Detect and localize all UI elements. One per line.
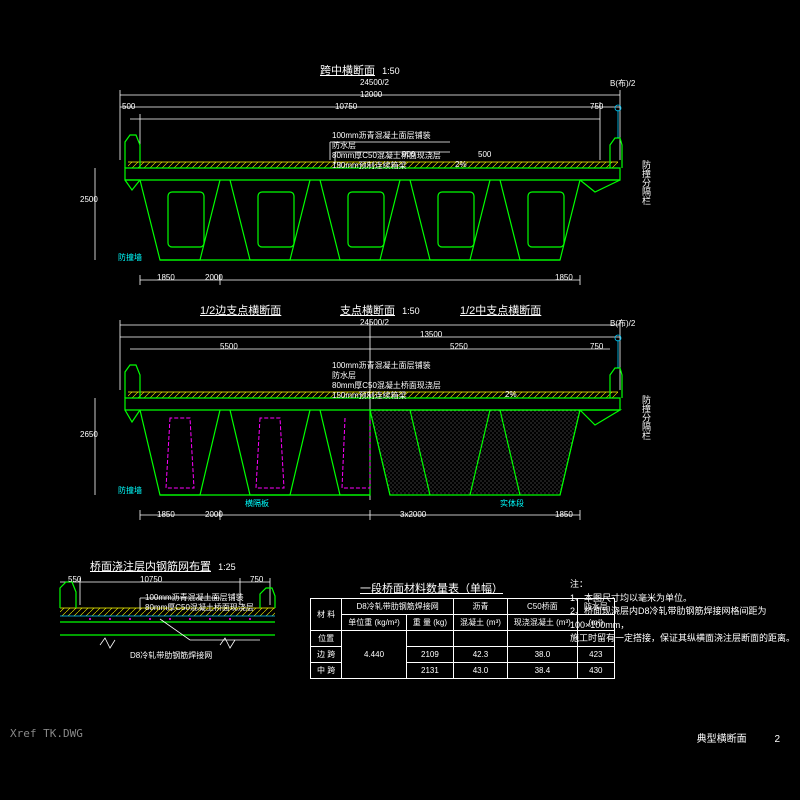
dim-500-a: 500 [122, 102, 135, 111]
notes-1: 1、本图尺寸均以毫米为单位。 [570, 592, 800, 606]
dim-1850-a: 1850 [157, 273, 175, 282]
dim-1850-c: 1850 [157, 510, 175, 519]
title-rebar: 桥面浇注层内钢筋网布置 1:25 [90, 558, 236, 574]
th-c50: C50桥面 [507, 599, 577, 615]
dim-h2650: 2650 [80, 430, 98, 439]
th-weight: 重 量 (kg) [406, 615, 453, 631]
table-header-pos: 位置 4.440 [311, 631, 615, 647]
title-half-side-text: 1/2边支点横断面 [200, 305, 281, 317]
td-r1c6: 423 [577, 647, 614, 663]
rebar-note: D8冷轧带肋钢筋焊接网 [130, 650, 212, 661]
notes-block: 注： 1、本图尺寸均以毫米为单位。 2、桥面现浇层内D8冷轧带肋钢筋焊接网格间距… [570, 578, 800, 646]
scale-25: 1:25 [218, 562, 236, 572]
slope-b: 2% [505, 390, 517, 399]
railing-label-b: 防撞分隔栏 [640, 395, 653, 440]
solid-label: 实体段 [500, 498, 524, 509]
th-pos: 位置 [311, 631, 342, 647]
scale-50-b: 1:50 [402, 306, 420, 316]
scale-50-a: 1:50 [382, 66, 400, 76]
td-r2c1: 中 跨 [311, 663, 342, 679]
diaphragm-label: 横隔板 [245, 498, 269, 509]
title-midspan-text: 跨中横断面 [320, 65, 375, 77]
dim-12000-a: 12000 [360, 90, 382, 99]
td-r2c5: 38.4 [507, 663, 577, 679]
barrier-label-a: 防撞墙 [118, 252, 142, 263]
dim-500b: 500 [478, 150, 491, 159]
notes-2b: 施工时留有一定搭接，保证其纵横面浇注层断面的距离。 [570, 632, 800, 646]
td-r1c5: 38.0 [507, 647, 577, 663]
dim-h2500: 2500 [80, 195, 98, 204]
dim-10750-a: 10750 [335, 102, 357, 111]
title-half-mid: 1/2中支点横断面 [460, 302, 541, 318]
notes-2a: 2、桥面现浇层内D8冷轧带肋钢筋焊接网格间距为100×100mm， [570, 605, 800, 632]
dim-3x2000: 3x2000 [400, 510, 426, 519]
td-r2c6: 430 [577, 663, 614, 679]
title-support-text: 支点横断面 [340, 305, 395, 317]
dim-750-b: 750 [590, 342, 603, 351]
th-asphalt: 沥青 [454, 599, 508, 615]
th-unit: 单位重 (kg/m²) [342, 615, 407, 631]
layer4-b: 150mm预制连续箱梁 [332, 390, 407, 401]
dim-5250: 5250 [450, 342, 468, 351]
dim-24500b: 24500/2 [360, 318, 389, 327]
dim-5500: 5500 [220, 342, 238, 351]
title-half-mid-text: 1/2中支点横断面 [460, 305, 541, 317]
railing-label-a: 防撞分隔栏 [640, 160, 653, 205]
th-material: 材 料 [311, 599, 342, 631]
title-midspan: 跨中横断面 1:50 [320, 62, 400, 78]
notes-header: 注： [570, 578, 800, 592]
title-table-text: 一段桥面材料数量表（单幅） [360, 583, 503, 595]
dim-1850-d: 1850 [555, 510, 573, 519]
title-support: 支点横断面 1:50 [340, 302, 420, 318]
cad-canvas: 跨中横断面 1:50 24500/2 B(布)/2 12000 10750 50… [0, 0, 800, 800]
title-rebar-text: 桥面浇注层内钢筋网布置 [90, 561, 211, 573]
dim-1850-b: 1850 [555, 273, 573, 282]
td-r2c3: 2131 [406, 663, 453, 679]
th-rebar: D8冷轧带肋钢筋焊接网 [342, 599, 454, 615]
td-r1c3: 2109 [406, 647, 453, 663]
th-castconc: 现浇混凝土 (m³) [507, 615, 577, 631]
dim-13500: 13500 [420, 330, 442, 339]
sheet-title-text: 典型横断面 [697, 734, 747, 745]
td-r1c1: 边 跨 [311, 647, 342, 663]
dim-10750b: 10750 [140, 575, 162, 584]
dim-2000-a: 2000 [205, 273, 223, 282]
slope-a: 2% [455, 160, 467, 169]
table-header-1: 材 料 D8冷轧带肋钢筋焊接网 沥青 C50桥面 防水层 [311, 599, 615, 615]
sheet-title: 典型横断面 2 [697, 730, 780, 745]
dim-550: 550 [68, 575, 81, 584]
barrier-label-b: 防撞墙 [118, 485, 142, 496]
td-unitw: 4.440 [342, 631, 407, 679]
dim-750-a: 750 [590, 102, 603, 111]
dim-24500a: 24500/2 [360, 78, 389, 87]
page-number: 2 [774, 734, 780, 745]
dim-B-b: B(布)/2 [610, 318, 635, 329]
layer3-c: 80mm厚C50混凝土桥面现浇层 [145, 602, 254, 613]
td-r2c4: 43.0 [454, 663, 508, 679]
xref-label: Xref TK.DWG [10, 727, 83, 740]
title-table: 一段桥面材料数量表（单幅） [360, 580, 503, 596]
dim-750c: 750 [250, 575, 263, 584]
td-r1c4: 42.3 [454, 647, 508, 663]
layer4-a: 150mm预制连续箱梁 [332, 160, 407, 171]
dim-B-a: B(布)/2 [610, 78, 635, 89]
table-header-2: 单位重 (kg/m²) 重 量 (kg) 混凝土 (m³) 现浇混凝土 (m³)… [311, 615, 615, 631]
title-half-side: 1/2边支点横断面 [200, 302, 281, 318]
dim-2000-b: 2000 [205, 510, 223, 519]
th-conc: 混凝土 (m³) [454, 615, 508, 631]
